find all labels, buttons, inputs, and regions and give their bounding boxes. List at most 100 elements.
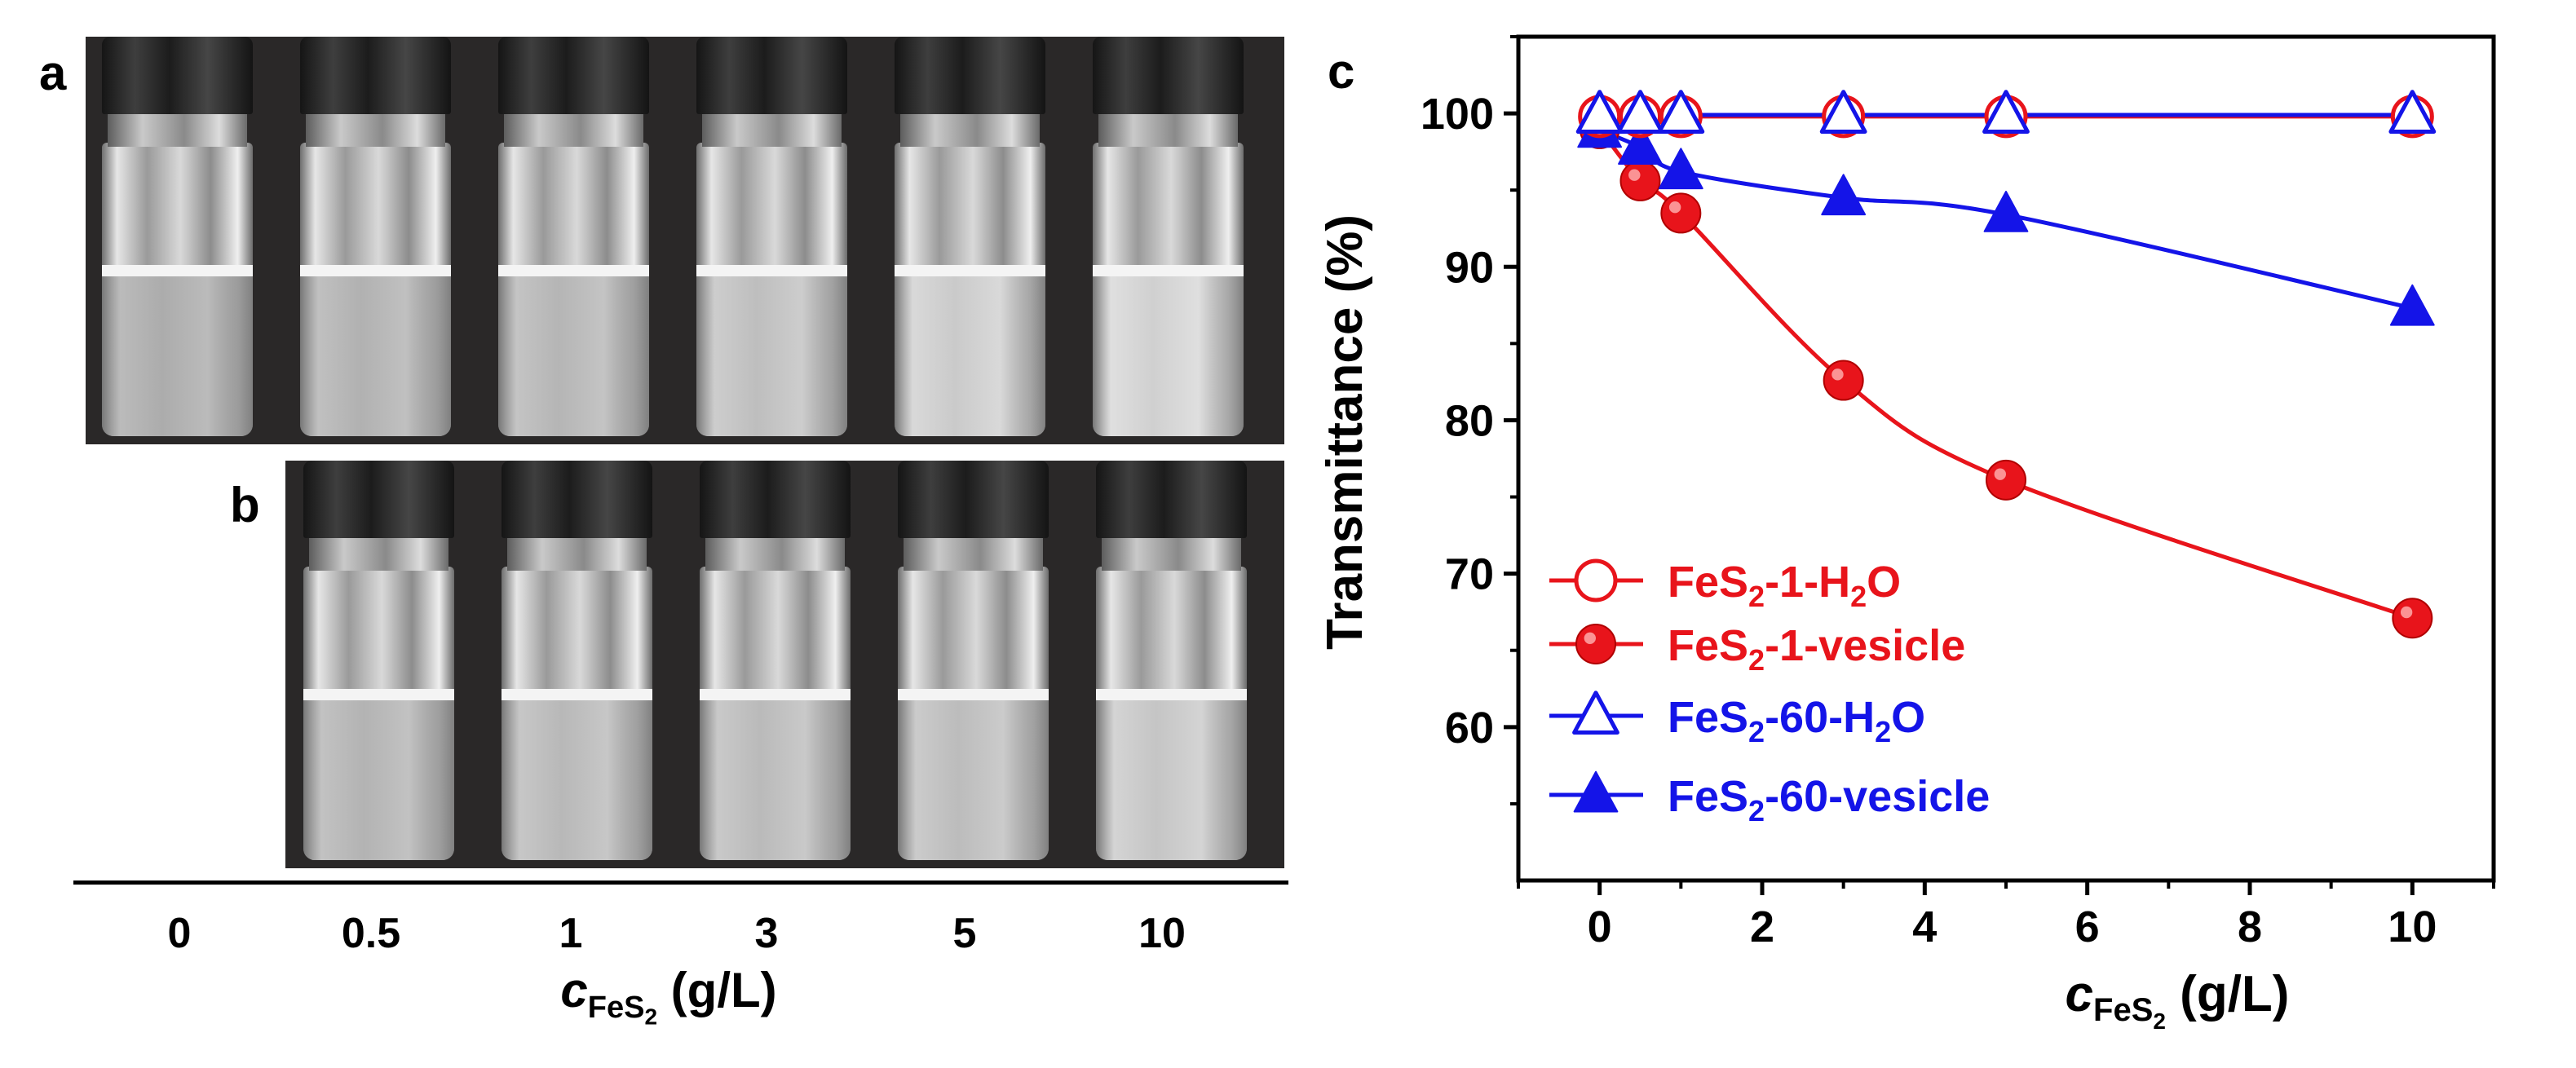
vial-cap bbox=[300, 37, 451, 114]
photo-tick-label: 0.5 bbox=[341, 910, 401, 957]
data-point bbox=[1657, 90, 1705, 134]
vial-liquid bbox=[303, 693, 454, 860]
vial-meniscus bbox=[502, 689, 652, 700]
legend-marker bbox=[1572, 691, 1619, 735]
vial bbox=[303, 461, 454, 868]
vial-neck bbox=[904, 538, 1043, 571]
x-axis-sub2: 2 bbox=[2153, 1008, 2166, 1034]
legend-marker bbox=[1574, 558, 1618, 602]
vial-liquid bbox=[1093, 269, 1244, 436]
vial-meniscus bbox=[1096, 689, 1247, 700]
series-lines bbox=[1597, 113, 2414, 620]
data-point bbox=[2388, 90, 2437, 134]
data-point bbox=[1658, 148, 1703, 190]
x-axis-label: cFeS2 (g/L) bbox=[2066, 966, 2290, 1034]
y-tick-label: 100 bbox=[1421, 90, 1494, 139]
data-point bbox=[1823, 360, 1864, 401]
legend-marker bbox=[1573, 770, 1619, 813]
vial bbox=[300, 37, 451, 444]
data-point bbox=[1616, 90, 1664, 134]
vial bbox=[1093, 37, 1244, 444]
photo-tick-label: 5 bbox=[952, 910, 977, 957]
vial-liquid bbox=[700, 693, 851, 860]
photo-tick-label: 1 bbox=[559, 910, 583, 957]
panel-c-label: c bbox=[1328, 44, 1355, 99]
y-tick-label: 60 bbox=[1445, 704, 1494, 752]
photo-tick-label: 3 bbox=[754, 910, 779, 957]
vial-liquid bbox=[898, 693, 1049, 860]
data-point bbox=[1618, 123, 1663, 165]
vial-liquid bbox=[498, 269, 649, 436]
photo-tick-label: 0 bbox=[167, 910, 192, 957]
x-tick-label: 6 bbox=[2075, 903, 2100, 951]
legend-label: FeS2-60-vesicle bbox=[1668, 772, 1990, 827]
x-tick-label: 8 bbox=[2238, 903, 2262, 951]
photo-tick-label: 10 bbox=[1138, 910, 1186, 957]
photo-axis-line bbox=[73, 880, 1288, 885]
vial-meniscus bbox=[300, 265, 451, 276]
chart-legend: FeS2-1-H2O FeS2-1-vesicle FeS2-60-H2O FeS2-… bbox=[1549, 558, 1990, 827]
x-tick-label: 2 bbox=[1750, 903, 1774, 951]
vial-cap bbox=[303, 461, 454, 538]
vial bbox=[102, 37, 253, 444]
y-axis-label: Transmittance (%) bbox=[1317, 214, 1373, 650]
vial bbox=[502, 461, 652, 868]
data-point bbox=[1819, 90, 1867, 134]
vial-cap bbox=[1096, 461, 1247, 538]
vial-meniscus bbox=[895, 265, 1045, 276]
vial bbox=[700, 461, 851, 868]
vial-meniscus bbox=[102, 265, 253, 276]
vial-cap bbox=[1093, 37, 1244, 114]
vial-meniscus bbox=[696, 265, 847, 276]
vial-neck bbox=[900, 114, 1040, 147]
series-markers bbox=[1575, 90, 2437, 639]
vial-neck bbox=[702, 114, 842, 147]
vial-meniscus bbox=[303, 689, 454, 700]
vial-liquid bbox=[696, 269, 847, 436]
vial-cap bbox=[102, 37, 253, 114]
x-axis-var: c bbox=[2066, 966, 2093, 1022]
transmittance-chart: 0 2 4 6 8 10 60 70 80 90 100 FeS2-1-H2O FeS2-1-vesi… bbox=[1317, 34, 2496, 1034]
data-point-highlight bbox=[1668, 201, 1681, 214]
y-tick-label: 80 bbox=[1445, 396, 1494, 445]
vial-meniscus bbox=[700, 689, 851, 700]
vial bbox=[1096, 461, 1247, 868]
vial-neck bbox=[108, 114, 247, 147]
data-point bbox=[1660, 192, 1702, 234]
data-point-highlight bbox=[2400, 606, 2413, 619]
vial-meniscus bbox=[1093, 265, 1244, 276]
vial-neck bbox=[1102, 538, 1241, 571]
photo-x-sub2: 2 bbox=[644, 1004, 658, 1030]
legend-marker-highlight bbox=[1584, 632, 1596, 644]
photo-x-sub: FeS bbox=[587, 991, 645, 1025]
vial-cap bbox=[895, 37, 1045, 114]
legend-label: FeS2-1-vesicle bbox=[1668, 621, 1965, 677]
vial-meniscus bbox=[498, 265, 649, 276]
vial-cap bbox=[898, 461, 1049, 538]
vial-liquid bbox=[895, 269, 1045, 436]
chart-axes: 0 2 4 6 8 10 60 70 80 90 100 bbox=[1421, 34, 2496, 951]
vial-neck bbox=[705, 538, 845, 571]
vial-liquid bbox=[102, 269, 253, 436]
data-point-highlight bbox=[1628, 169, 1641, 181]
vial-liquid bbox=[502, 693, 652, 860]
vial-neck bbox=[1098, 114, 1238, 147]
vial-photo-row-a bbox=[86, 37, 1284, 444]
y-tick-label: 70 bbox=[1445, 550, 1494, 599]
data-point bbox=[1982, 90, 2030, 134]
data-point bbox=[1619, 160, 1661, 201]
x-tick-label: 10 bbox=[2388, 903, 2437, 951]
y-tick-label: 90 bbox=[1445, 243, 1494, 292]
photo-x-axis-label: cFeS2 (g/L) bbox=[457, 962, 881, 1030]
vial bbox=[898, 461, 1049, 868]
vial-neck bbox=[507, 538, 647, 571]
vial-liquid bbox=[300, 269, 451, 436]
data-point-highlight bbox=[1831, 369, 1844, 381]
x-tick-label: 0 bbox=[1588, 903, 1612, 951]
data-point bbox=[1983, 191, 2029, 232]
legend-marker bbox=[1575, 624, 1616, 664]
vial-neck bbox=[309, 538, 448, 571]
vial bbox=[498, 37, 649, 444]
data-point bbox=[1575, 90, 1624, 134]
vial-cap bbox=[696, 37, 847, 114]
